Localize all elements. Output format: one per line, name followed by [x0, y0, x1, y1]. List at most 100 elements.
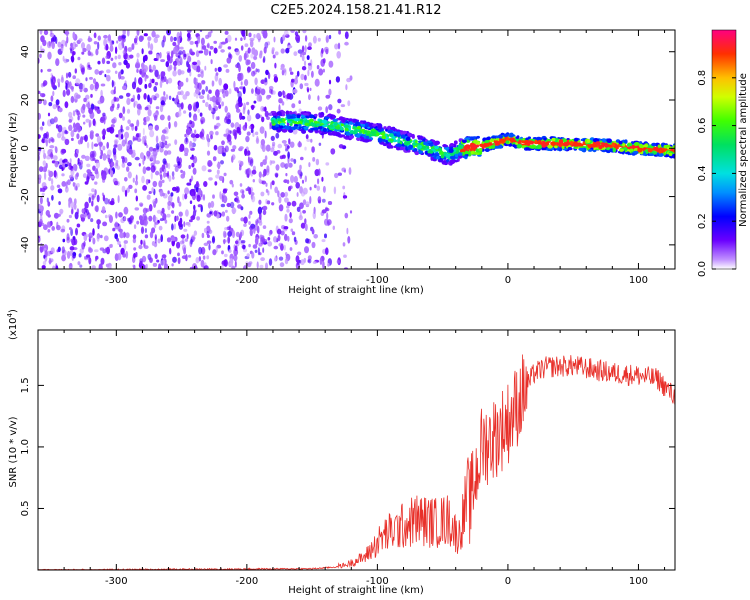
- spectrogram-noise-cell: [121, 139, 126, 147]
- spectrogram-noise-cell: [187, 103, 192, 111]
- spectrogram-noise-cell: [103, 34, 108, 39]
- spectrogram-noise-cell: [85, 94, 90, 100]
- spectrogram-noise-cell: [189, 120, 193, 125]
- spectrogram-noise-cell: [213, 40, 217, 44]
- spectrogram-noise-cell: [57, 41, 62, 48]
- spectrogram-noise-cell: [224, 232, 227, 238]
- spectrogram-ridge-cell: [449, 159, 456, 165]
- spectrogram-noise-cell: [325, 106, 329, 114]
- y-tick-label: 1.5: [20, 377, 31, 393]
- spectrogram-noise-cell: [174, 139, 178, 146]
- spectrogram-noise-cell: [80, 217, 85, 222]
- spectrogram-noise-cell: [326, 212, 329, 220]
- spectrogram-noise-cell: [113, 139, 119, 144]
- spectrogram-noise-cell: [233, 191, 239, 197]
- spectrogram-ridge-cell: [578, 147, 585, 151]
- spectrogram-noise-cell: [109, 126, 115, 134]
- spectrogram-noise-cell: [196, 65, 201, 73]
- spectrogram-noise-cell: [246, 114, 252, 122]
- spectrogram-noise-cell: [292, 129, 298, 135]
- spectrogram-ridge-cell: [304, 122, 309, 127]
- spectrogram-noise-cell: [123, 240, 128, 244]
- spectrogram-noise-cell: [72, 75, 76, 80]
- spectrogram-ridge-cell: [331, 131, 337, 136]
- spectrogram-noise-cell: [88, 35, 91, 43]
- spectrogram-noise-cell: [117, 103, 120, 109]
- spectrogram-noise-cell: [178, 81, 184, 87]
- spectrogram-noise-cell: [167, 194, 173, 203]
- spectrogram-noise-cell: [122, 30, 126, 36]
- spectrogram-noise-cell: [133, 42, 138, 46]
- spectrogram-noise-cell: [88, 196, 92, 204]
- spectrogram-noise-cell: [290, 30, 295, 33]
- spectrogram-ridge-cell: [414, 151, 419, 156]
- spectrogram-noise-cell: [176, 57, 180, 65]
- spectrogram-noise-cell: [160, 234, 163, 243]
- spectrogram-noise-cell: [39, 214, 43, 222]
- spectrogram-noise-cell: [86, 163, 91, 168]
- spectrogram-noise-cell: [152, 64, 156, 72]
- spectrogram-ridge-cell: [370, 128, 376, 132]
- spectrogram-noise-cell: [57, 246, 61, 252]
- spectrogram-noise-cell: [265, 262, 268, 269]
- spectrogram-noise-cell: [161, 207, 165, 214]
- spectrogram-noise-cell: [176, 241, 181, 249]
- spectrogram-noise-cell: [183, 228, 188, 232]
- spectrogram-ridge-cell: [279, 125, 284, 129]
- spectrogram-noise-cell: [100, 70, 104, 74]
- spectrogram-noise-cell: [167, 162, 171, 170]
- spectrogram-noise-cell: [260, 191, 265, 197]
- spectrogram-noise-cell: [249, 210, 253, 215]
- spectrogram-ridge-cell: [388, 133, 394, 138]
- spectrogram-noise-cell: [179, 107, 182, 112]
- spectrogram-ridge-cell: [541, 143, 547, 148]
- spectrogram-noise-cell: [185, 254, 188, 262]
- spectrogram-noise-cell: [44, 172, 47, 180]
- spectrogram-ridge-cell: [618, 140, 623, 145]
- spectrogram-noise-cell: [299, 53, 303, 58]
- spectrogram-noise-cell: [74, 68, 78, 74]
- spectrogram-noise-cell: [127, 47, 133, 52]
- spectrogram-ridge-cell: [606, 147, 611, 151]
- spectrogram-ridge-cell: [558, 139, 564, 144]
- spectrogram-noise-cell: [121, 155, 125, 160]
- spectrogram-noise-cell: [296, 70, 300, 77]
- spectrogram-noise-cell: [57, 188, 63, 194]
- spectrogram-noise-cell: [142, 207, 148, 214]
- spectrogram-noise-cell: [143, 215, 148, 222]
- spectrogram-noise-cell: [301, 66, 307, 71]
- spectrogram-noise-cell: [231, 183, 234, 188]
- spectrogram-noise-cell: [111, 79, 114, 88]
- colorbar: 0.0 0.2 0.4 0.6 0.8 Normalized spectral ampl…: [697, 29, 749, 277]
- spectrogram-noise-cell: [131, 153, 136, 158]
- spectrogram-noise-cell: [284, 197, 289, 203]
- spectrogram-noise-cell: [166, 237, 172, 243]
- spectrogram-noise-cell: [121, 162, 126, 168]
- spectrogram-noise-cell: [265, 144, 271, 152]
- spectrogram-ridge-cell: [427, 153, 432, 157]
- spectrogram-noise-cell: [154, 221, 159, 225]
- spectrogram-noise-cell: [190, 156, 195, 160]
- spectrogram-noise-cell: [113, 154, 117, 161]
- spectrogram-noise-cell: [41, 265, 46, 269]
- spectrogram-noise-cell: [211, 80, 214, 87]
- spectrogram-noise-cell: [300, 73, 305, 81]
- spectrogram-ridge-cell: [563, 141, 570, 146]
- spectrogram-ridge-cell: [372, 123, 378, 127]
- spectrogram-noise-cell: [289, 212, 292, 218]
- spectrogram-noise-cell: [76, 183, 80, 188]
- spectrogram-noise-cell: [223, 172, 227, 177]
- spectrogram-noise-cell: [132, 149, 136, 154]
- spectrogram-ridge-cell: [533, 139, 538, 145]
- spectrogram-noise-cell: [290, 71, 294, 75]
- spectrogram-noise-cell: [118, 212, 123, 218]
- spectrogram-noise-cell: [160, 100, 165, 106]
- spectrogram-noise-cell: [316, 65, 320, 70]
- spectrogram-noise-cell: [92, 237, 96, 245]
- spectrogram-noise-cell: [260, 162, 264, 167]
- spectrogram-noise-cell: [317, 95, 320, 101]
- spectrogram-noise-cell: [306, 55, 310, 60]
- spectrogram-noise-cell: [235, 240, 239, 245]
- spectrogram-noise-cell: [120, 247, 125, 255]
